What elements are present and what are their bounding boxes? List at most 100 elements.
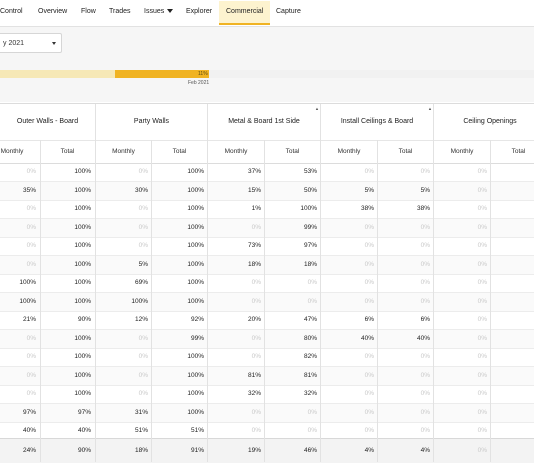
cell-outer-walls-total: 100% <box>74 297 91 305</box>
cell-outer-walls-total: 90% <box>77 316 91 323</box>
cell-ceiling-openings-monthly: 0% <box>477 371 487 379</box>
cell-outer-walls-total: 100% <box>74 186 91 194</box>
cell-install-ceilings-monthly: 0% <box>364 279 374 286</box>
timeline-month-label: Feb 2021 <box>188 80 210 86</box>
group-header-metal-board-1st-side[interactable]: Metal & Board 1st Side <box>208 104 321 140</box>
cell-party-walls-total: 100% <box>187 223 204 231</box>
table-row: 0% 100% 0% 100% 0% 82% 0% 0% 0% <box>0 348 534 367</box>
cell-ceiling-openings-monthly: 0% <box>477 205 487 212</box>
cell-party-walls-monthly: 0% <box>138 353 148 360</box>
cell-install-ceilings-monthly: 0% <box>364 408 374 416</box>
table-row: 0% 100% 0% 100% 32% 32% 0% 0% 0% <box>0 385 534 404</box>
cell-ceiling-openings-monthly: 0% <box>477 279 487 286</box>
group-header-party-walls[interactable]: Party Walls <box>96 104 208 140</box>
sub-header-monthly[interactable]: Monthly <box>0 140 40 162</box>
cell-outer-walls-monthly: 0% <box>26 168 36 175</box>
sub-header-total[interactable]: Total <box>265 140 320 162</box>
total-cell-install-ceilings-total: 4% <box>420 447 430 454</box>
sub-header-monthly[interactable]: Monthly <box>321 140 377 162</box>
total-cell-metal-board-monthly: 19% <box>247 447 261 454</box>
cell-install-ceilings-total: 0% <box>420 408 430 416</box>
cell-party-walls-monthly: 69% <box>134 279 148 286</box>
cell-install-ceilings-monthly: 0% <box>364 168 374 175</box>
cell-metal-board-total: 0% <box>307 408 317 416</box>
period-select[interactable]: y 2021 <box>0 33 62 53</box>
cell-metal-board-total: 0% <box>307 427 317 434</box>
cell-party-walls-monthly: 0% <box>138 205 148 212</box>
nav-item-overview[interactable]: Overview <box>38 8 68 15</box>
column-divider <box>207 104 208 462</box>
cell-party-walls-monthly: 5% <box>138 260 148 268</box>
cell-install-ceilings-monthly: 6% <box>364 316 374 323</box>
cell-install-ceilings-monthly: 0% <box>364 242 374 249</box>
cell-outer-walls-total: 40% <box>77 427 91 434</box>
cell-outer-walls-monthly: 21% <box>22 316 36 323</box>
timeline-current-segment[interactable] <box>115 70 209 78</box>
nav-item-flow[interactable]: Flow <box>81 8 96 15</box>
sub-header-monthly[interactable]: Monthly <box>208 140 264 162</box>
sort-icon[interactable]: ▲ <box>428 106 432 111</box>
top-nav: Control Overview Flow Trades Issues Expl… <box>0 0 534 27</box>
cell-outer-walls-total: 100% <box>74 371 91 379</box>
cell-install-ceilings-total: 0% <box>420 260 430 268</box>
cell-outer-walls-monthly: 0% <box>26 242 36 249</box>
group-header-ceiling-openings[interactable]: Ceiling Openings <box>463 118 517 125</box>
cell-install-ceilings-monthly: 0% <box>364 297 374 305</box>
sub-header-monthly[interactable]: Monthly <box>96 140 151 162</box>
cell-party-walls-monthly: 12% <box>134 316 148 323</box>
cell-install-ceilings-monthly: 38% <box>360 205 374 212</box>
sub-header-total[interactable]: Total <box>40 140 95 162</box>
nav-item-trades[interactable]: Trades <box>109 8 131 15</box>
cell-install-ceilings-total: 38% <box>416 205 430 212</box>
cell-metal-board-total: 80% <box>303 334 317 342</box>
cell-outer-walls-monthly: 97% <box>22 408 36 416</box>
column-divider <box>433 104 434 462</box>
cell-install-ceilings-total: 0% <box>420 353 430 360</box>
cell-party-walls-monthly: 0% <box>138 168 148 175</box>
sub-header-total[interactable]: Total <box>152 140 207 162</box>
cell-ceiling-openings-monthly: 0% <box>477 186 487 194</box>
sort-icon[interactable]: ▲ <box>315 106 319 111</box>
period-select-value: y 2021 <box>3 40 25 47</box>
cell-metal-board-total: 100% <box>300 205 317 212</box>
timeline-past-segment <box>0 70 115 78</box>
cell-party-walls-monthly: 30% <box>134 186 148 194</box>
cell-install-ceilings-total: 0% <box>420 297 430 305</box>
total-cell-outer-walls-total: 90% <box>77 447 91 454</box>
cell-install-ceilings-total: 0% <box>420 223 430 231</box>
cell-party-walls-monthly: 0% <box>138 242 148 249</box>
cell-outer-walls-monthly: 100% <box>19 279 36 286</box>
total-cell-outer-walls-monthly: 24% <box>22 447 36 454</box>
nav-item-control[interactable]: Control <box>0 8 23 15</box>
cell-install-ceilings-total: 0% <box>420 371 430 379</box>
cell-ceiling-openings-monthly: 0% <box>477 390 487 397</box>
column-divider <box>151 140 152 462</box>
cell-install-ceilings-total: 6% <box>420 316 430 323</box>
cell-ceiling-openings-monthly: 0% <box>477 427 487 434</box>
cell-metal-board-total: 99% <box>303 223 317 231</box>
group-header-outer-walls-board[interactable]: Outer Walls - Board <box>0 104 96 140</box>
chevron-down-icon <box>167 9 174 14</box>
cell-outer-walls-total: 100% <box>74 279 91 286</box>
cell-install-ceilings-total: 40% <box>416 334 430 342</box>
cell-party-walls-total: 100% <box>187 205 204 212</box>
nav-item-issues[interactable]: Issues <box>144 0 174 24</box>
cell-metal-board-total: 0% <box>307 279 317 286</box>
nav-item-explorer[interactable]: Explorer <box>186 8 213 15</box>
cell-party-walls-monthly: 100% <box>131 297 148 305</box>
cell-install-ceilings-total: 0% <box>420 242 430 249</box>
cell-outer-walls-monthly: 0% <box>26 371 36 379</box>
sub-header-total[interactable]: Total <box>378 140 433 162</box>
sub-header-total[interactable]: Total <box>491 140 534 162</box>
column-divider <box>40 140 41 462</box>
nav-item-commercial[interactable]: Commercial <box>219 1 271 25</box>
cell-party-walls-total: 100% <box>187 371 204 379</box>
cell-metal-board-monthly: 0% <box>251 353 261 360</box>
nav-item-capture[interactable]: Capture <box>276 8 301 15</box>
sub-header-monthly[interactable]: Monthly <box>434 140 490 162</box>
cell-metal-board-monthly: 1% <box>251 205 261 212</box>
group-header-install-ceilings-board[interactable]: Install Ceilings & Board <box>321 104 434 140</box>
cell-outer-walls-total: 100% <box>74 260 91 268</box>
timeline-track <box>0 70 534 78</box>
cell-outer-walls-monthly: 0% <box>26 260 36 268</box>
